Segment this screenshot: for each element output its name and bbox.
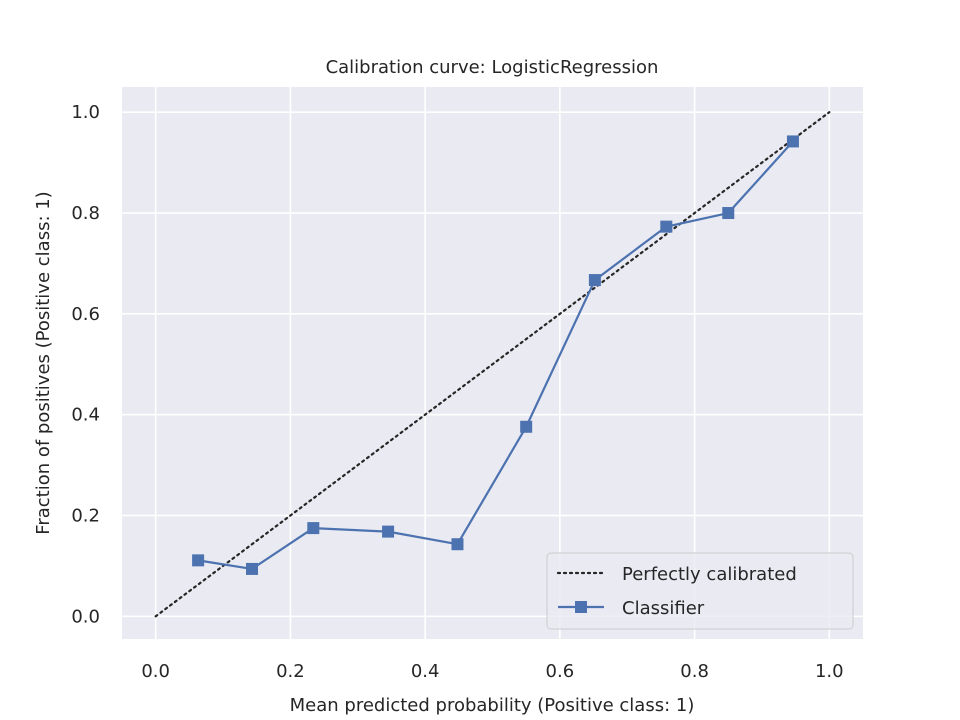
grid: [122, 87, 863, 639]
classifier-point: [307, 522, 320, 535]
classifier-point: [588, 274, 601, 287]
y-tick-label: 0.6: [71, 304, 100, 325]
legend: Perfectly calibrated Classifier: [546, 552, 854, 630]
x-tick-label: 0.0: [141, 661, 170, 682]
classifier-point: [722, 207, 735, 220]
y-tick-label: 0.4: [71, 405, 100, 426]
y-tick-label: 1.0: [71, 102, 100, 123]
legend-label-perfect: Perfectly calibrated: [622, 564, 797, 585]
classifier-point: [192, 554, 205, 567]
classifier-point: [382, 525, 395, 538]
classifier-point: [246, 562, 259, 575]
x-tick-label: 0.2: [276, 661, 305, 682]
legend-box: [546, 552, 854, 630]
x-tick-label: 0.6: [546, 661, 575, 682]
tick-labels: 0.0 0.2 0.4 0.6 0.8 1.0 0.0 0.2 0.4 0.6 0.8 1.0: [71, 102, 843, 682]
legend-marker-classifier: [575, 601, 587, 613]
chart-title: Calibration curve: LogisticRegression: [326, 57, 659, 78]
x-axis-label: Mean predicted probability (Positive cla…: [290, 695, 695, 716]
y-axis-label: Fraction of positives (Positive class: 1…: [33, 191, 54, 534]
classifier-point: [786, 135, 799, 148]
x-tick-label: 0.4: [411, 661, 440, 682]
classifier-point: [451, 538, 464, 551]
classifier-point: [520, 420, 533, 433]
y-tick-label: 0.2: [71, 505, 100, 526]
legend-label-classifier: Classifier: [622, 598, 705, 619]
y-tick-label: 0.8: [71, 203, 100, 224]
y-tick-label: 0.0: [71, 606, 100, 627]
classifier-point: [660, 220, 673, 233]
classifier-line: [197, 140, 794, 571]
perfect-calibration-line: [154, 111, 831, 618]
x-tick-label: 0.8: [680, 661, 709, 682]
series-layer: [154, 111, 831, 618]
x-tick-label: 1.0: [815, 661, 844, 682]
